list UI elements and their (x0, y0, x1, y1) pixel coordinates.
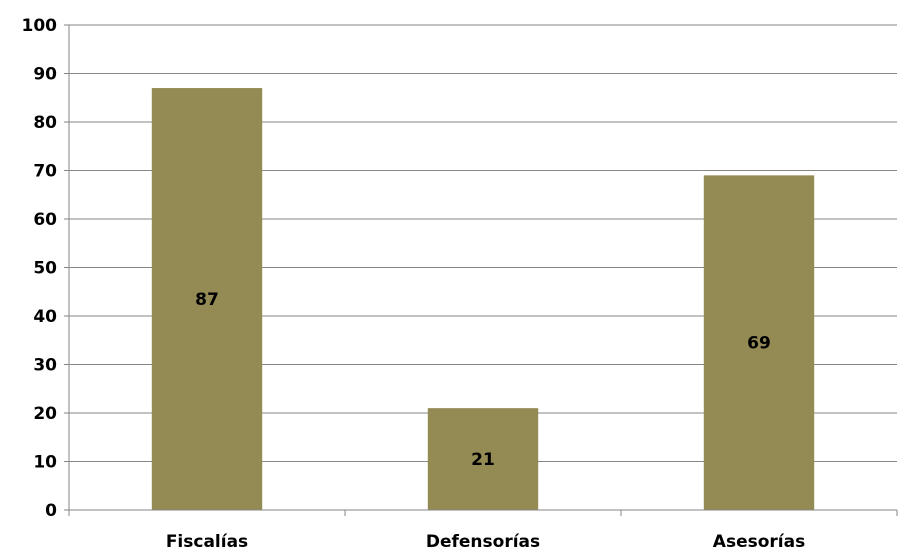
bar-3 (703, 175, 815, 510)
x-category-label: Asesorías (713, 532, 805, 551)
y-tick-label: 80 (33, 113, 57, 133)
y-tick-label: 0 (45, 501, 57, 521)
bar-1 (151, 88, 263, 511)
data-label: 21 (471, 450, 495, 470)
labels: 0 10 20 30 40 50 60 70 80 90 100 87 Fiscalías 21 Defen… (22, 16, 806, 552)
y-tick-label: 100 (22, 16, 58, 36)
y-tick-label: 60 (33, 210, 57, 230)
y-tick-label: 30 (33, 356, 57, 376)
y-tick-label: 20 (33, 404, 57, 424)
y-tick-label: 90 (33, 65, 57, 85)
bars (151, 88, 815, 511)
bar-2 (427, 408, 539, 510)
y-tick-label: 40 (33, 307, 57, 327)
x-category-label: Defensorías (426, 532, 540, 551)
axes (64, 24, 898, 516)
y-tick-label: 10 (33, 453, 57, 473)
data-label: 69 (747, 334, 771, 354)
y-tick-label: 70 (33, 162, 57, 182)
y-tick-label: 50 (33, 259, 57, 279)
data-label: 87 (195, 290, 219, 310)
x-category-label: Fiscalías (166, 532, 248, 551)
